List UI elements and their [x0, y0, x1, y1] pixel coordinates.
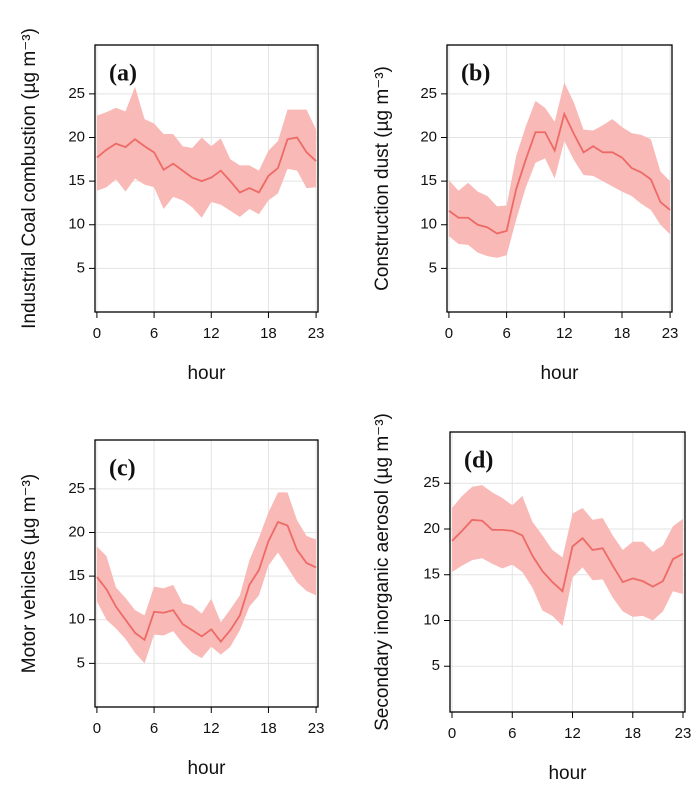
x-tick-label: 6 [508, 725, 516, 742]
panel: 0 6 12 18 23 5 10 15 20 25 (a) hour Industrial Coal … [19, 28, 324, 384]
x-tick-label: 18 [260, 325, 277, 342]
x-tick-label: 23 [675, 725, 692, 742]
y-tick-label: 20 [420, 128, 437, 145]
plot-frame [449, 431, 686, 713]
x-tick-label: 0 [448, 725, 456, 742]
y-axis-label: Secondary inorganic aerosol (µg m⁻³) [372, 413, 393, 731]
y-tick-label: 25 [68, 85, 85, 102]
confidence-band [452, 485, 683, 626]
y-tick-label: 25 [423, 474, 440, 491]
x-tick-label: 12 [203, 720, 220, 737]
x-tick-label: 12 [564, 725, 581, 742]
mean-line [448, 111, 671, 235]
x-tick-label: 23 [308, 325, 325, 342]
y-tick-label: 15 [420, 172, 437, 189]
y-tick-label: 10 [68, 611, 85, 628]
mean-line [96, 136, 317, 194]
plot-frame [446, 44, 673, 313]
x-axis-label: hour [540, 363, 579, 384]
plot-frame [94, 44, 319, 313]
panel-label: (d) [464, 448, 493, 474]
y-tick-label: 25 [68, 480, 85, 497]
y-tick-label: 5 [429, 259, 437, 276]
x-tick-label: 18 [260, 720, 277, 737]
x-tick-label: 6 [150, 720, 158, 737]
panel: 0 6 12 18 23 5 10 15 20 25 (d) hour Secondary inorga… [372, 413, 691, 784]
y-tick-label: 20 [423, 520, 440, 537]
panel-label: (a) [109, 61, 137, 87]
y-axis-label: Industrial Coal combustion (µg m⁻³) [19, 28, 40, 329]
y-axis-label: Construction dust (µg m⁻³) [372, 66, 393, 291]
y-tick-label: 20 [68, 523, 85, 540]
panel: 0 6 12 18 23 5 10 15 20 25 (c) hour Motor vehicles (… [19, 439, 325, 779]
x-tick-label: 0 [93, 325, 101, 342]
x-tick-label: 23 [308, 720, 325, 737]
y-tick-label: 15 [68, 172, 85, 189]
x-tick-label: 6 [150, 325, 158, 342]
y-tick-label: 15 [423, 566, 440, 583]
confidence-band [96, 492, 317, 664]
y-tick-label: 5 [77, 654, 85, 671]
x-tick-label: 0 [93, 720, 101, 737]
confidence-band [96, 86, 317, 218]
x-tick-label: 6 [502, 325, 510, 342]
y-tick-label: 10 [68, 216, 85, 233]
y-axis-label: Motor vehicles (µg m⁻³) [19, 474, 40, 673]
y-tick-label: 5 [432, 657, 440, 674]
confidence-band [448, 82, 671, 258]
panel-label: (c) [109, 456, 136, 482]
y-tick-label: 10 [420, 216, 437, 233]
x-tick-label: 12 [203, 325, 220, 342]
x-axis-label: hour [187, 758, 226, 779]
x-axis-label: hour [187, 363, 226, 384]
y-tick-label: 5 [77, 259, 85, 276]
y-tick-label: 15 [68, 567, 85, 584]
mean-line [96, 520, 317, 643]
y-tick-label: 25 [420, 85, 437, 102]
panel-label: (b) [461, 61, 490, 87]
x-tick-label: 18 [624, 725, 641, 742]
y-tick-label: 10 [423, 611, 440, 628]
x-tick-label: 0 [445, 325, 453, 342]
x-tick-label: 18 [614, 325, 631, 342]
mean-line [451, 518, 684, 593]
plot-frame [94, 439, 319, 708]
panel: 0 6 12 18 23 5 10 15 20 25 (b) hour Construction dus… [372, 44, 679, 384]
x-tick-label: 12 [556, 325, 573, 342]
x-tick-label: 23 [662, 325, 679, 342]
y-tick-label: 20 [68, 128, 85, 145]
x-axis-label: hour [548, 763, 587, 784]
